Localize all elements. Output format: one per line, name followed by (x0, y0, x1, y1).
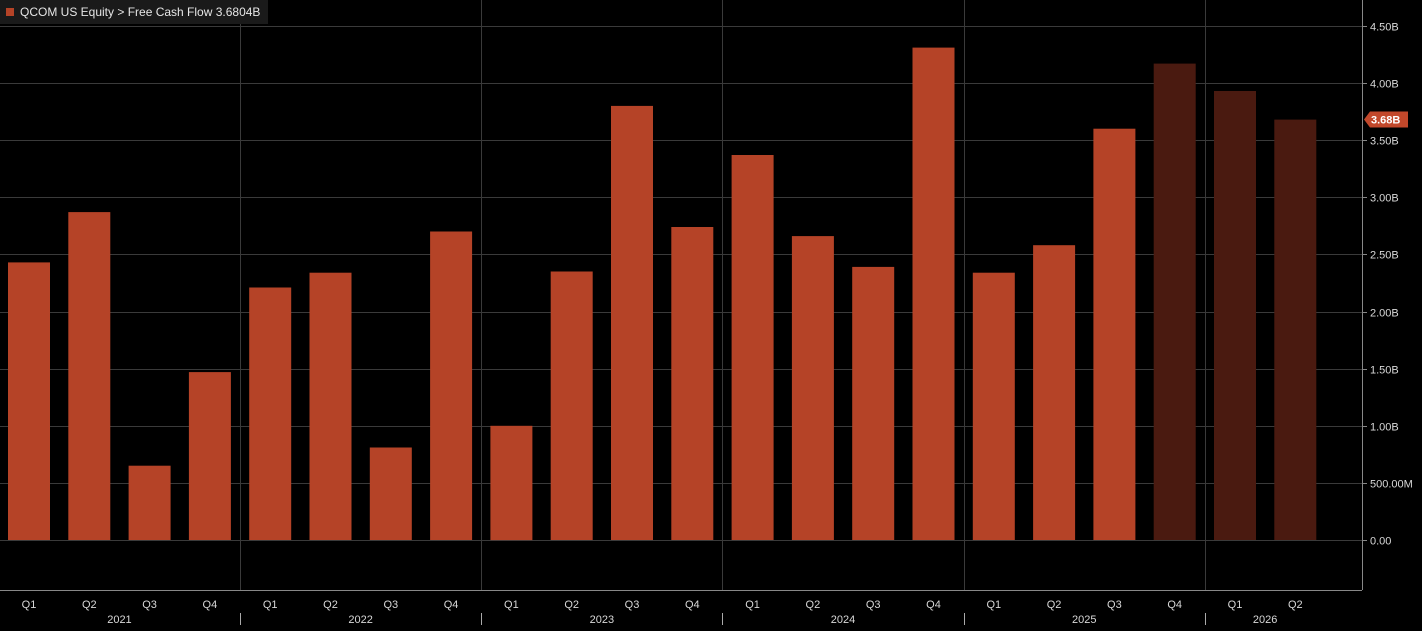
year-label: 2023 (590, 614, 614, 626)
bar (1033, 245, 1076, 540)
x-tick-label: Q3 (1107, 599, 1122, 611)
last-value-label: 3.68B (1371, 115, 1400, 127)
bar (550, 271, 593, 540)
y-tick-label: 4.50B (1370, 22, 1399, 34)
x-tick-label: Q3 (142, 599, 157, 611)
x-tick-label: Q1 (986, 599, 1001, 611)
x-tick-label: Q2 (1047, 599, 1062, 611)
year-label: 2021 (107, 614, 131, 626)
x-tick-label: Q4 (1167, 599, 1182, 611)
x-tick-label: Q4 (444, 599, 459, 611)
bar (1093, 128, 1136, 540)
x-tick-label: Q2 (1288, 599, 1303, 611)
x-tick-label: Q1 (22, 599, 37, 611)
y-tick-label: 3.50B (1370, 136, 1399, 148)
y-tick-label: 2.50B (1370, 250, 1399, 262)
x-tick-label: Q3 (625, 599, 640, 611)
x-tick-label: Q4 (203, 599, 218, 611)
year-label: 2025 (1072, 614, 1096, 626)
x-tick-label: Q2 (806, 599, 821, 611)
bar (671, 227, 714, 540)
year-label: 2022 (348, 614, 372, 626)
year-label: 2024 (831, 614, 855, 626)
bar (912, 47, 955, 540)
y-tick-label: 3.00B (1370, 193, 1399, 205)
legend: QCOM US Equity > Free Cash Flow 3.6804B (0, 0, 269, 24)
x-tick-label: Q4 (685, 599, 700, 611)
bar (369, 447, 412, 540)
bar (490, 425, 533, 541)
year-label: 2026 (1253, 614, 1277, 626)
x-axis: Q1 Q2 Q3 Q4 Q1 Q2 Q3 Q4 Q1 Q2 Q3 Q4 Q1 Q2 Q3 Q4 Q1 Q2 Q3 Q4… (0, 590, 1362, 626)
bar (611, 105, 653, 541)
bar (68, 212, 111, 540)
y-tick-label: 500.00M (1370, 479, 1413, 491)
bar (128, 465, 171, 540)
bar (309, 272, 352, 540)
x-tick-label: Q3 (866, 599, 881, 611)
legend-text: QCOM US Equity > Free Cash Flow 3.6804B (20, 5, 261, 19)
bar (188, 372, 231, 540)
x-tick-label: Q2 (564, 599, 579, 611)
bar (791, 236, 834, 540)
x-tick-label: Q1 (745, 599, 760, 611)
x-tick-label: Q2 (323, 599, 338, 611)
y-tick-label: 1.00B (1370, 422, 1399, 434)
bar (852, 266, 895, 540)
y-tick-label: 0.00 (1370, 536, 1391, 548)
bar (8, 262, 50, 540)
estimate-bar (1274, 119, 1317, 540)
estimate-bar (1214, 91, 1256, 540)
x-tick-label: Q1 (263, 599, 278, 611)
x-tick-label: Q1 (504, 599, 519, 611)
y-tick-label: 4.00B (1370, 79, 1399, 91)
x-tick-label: Q4 (926, 599, 941, 611)
bar (731, 155, 774, 540)
last-value-tag (1364, 111, 1408, 128)
x-tick-label: Q2 (82, 599, 97, 611)
y-axis: 0.00 500.00M 1.00B 1.50B 2.00B 2.50B 3.00B 3.50… (1362, 0, 1413, 590)
legend-swatch (6, 8, 14, 16)
bars (8, 47, 1317, 541)
x-tick-label: Q3 (383, 599, 398, 611)
y-tick-label: 1.50B (1370, 365, 1399, 377)
bar (430, 231, 473, 540)
bar (972, 272, 1015, 540)
y-tick-label: 2.00B (1370, 308, 1399, 320)
estimate-bar (1153, 63, 1196, 540)
bar (249, 287, 292, 540)
x-tick-label: Q1 (1228, 599, 1243, 611)
